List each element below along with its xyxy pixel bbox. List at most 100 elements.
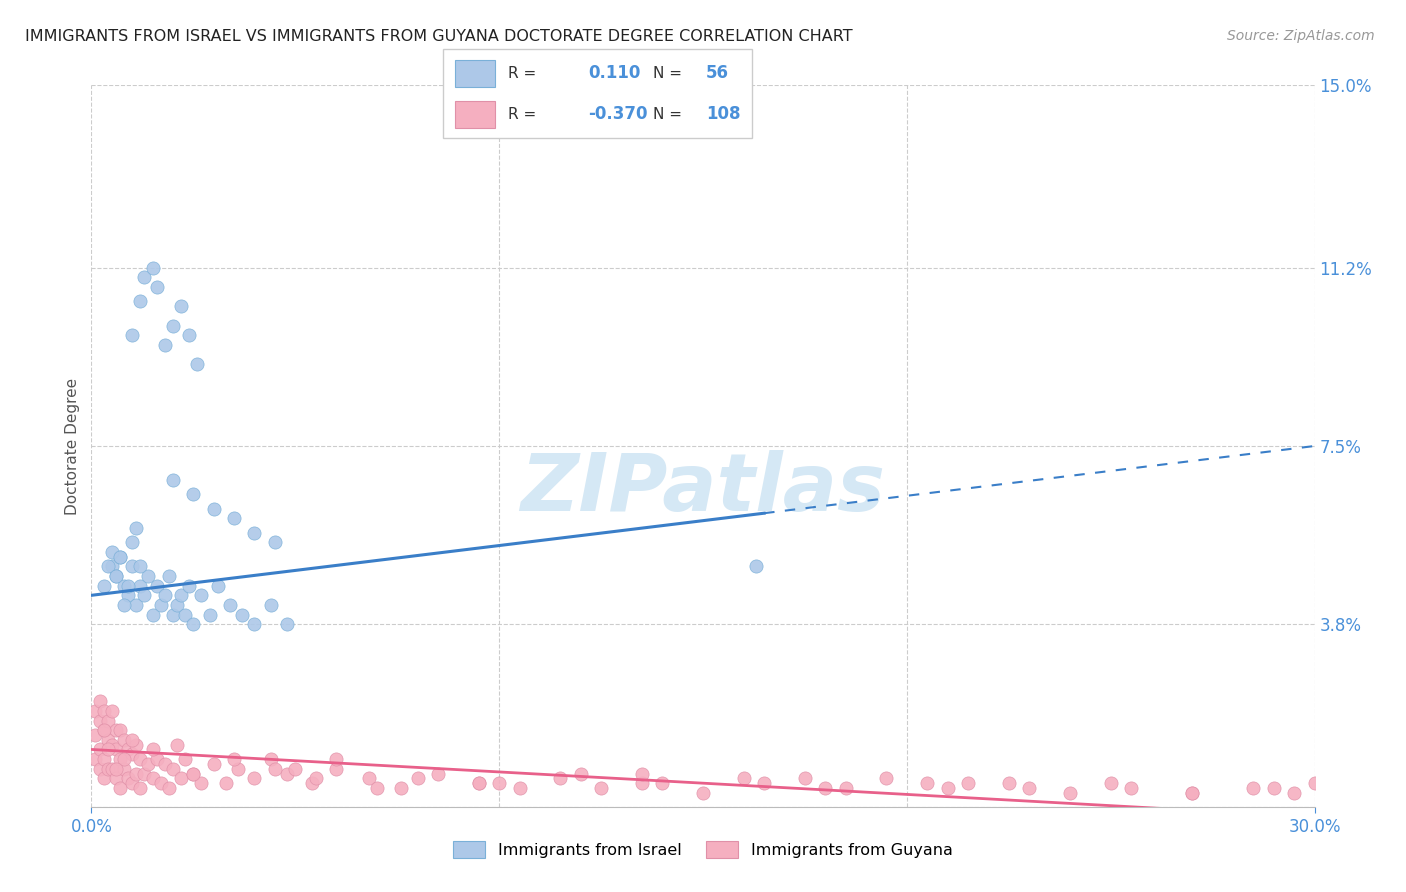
- Point: [97, 714, 120, 728]
- Point: [97, 762, 120, 776]
- Point: [1243, 780, 1265, 795]
- Point: [149, 776, 172, 790]
- Point: [170, 772, 193, 786]
- Point: [427, 766, 450, 780]
- Point: [202, 501, 225, 516]
- Point: [325, 752, 347, 766]
- Point: [149, 598, 172, 612]
- Point: [264, 762, 287, 776]
- Text: N =: N =: [654, 66, 682, 80]
- Point: [170, 588, 193, 602]
- Point: [104, 569, 127, 583]
- Point: [121, 747, 143, 762]
- Text: -0.370: -0.370: [588, 105, 648, 123]
- Point: [745, 559, 768, 574]
- Point: [162, 473, 184, 487]
- Point: [129, 559, 152, 574]
- Point: [125, 521, 148, 535]
- Point: [325, 762, 347, 776]
- Point: [166, 598, 188, 612]
- Point: [104, 569, 127, 583]
- Text: N =: N =: [654, 107, 682, 121]
- Point: [89, 742, 111, 756]
- Point: [1181, 786, 1204, 800]
- Point: [569, 766, 592, 780]
- Point: [153, 588, 176, 602]
- Point: [138, 756, 160, 771]
- FancyBboxPatch shape: [456, 60, 495, 87]
- FancyBboxPatch shape: [443, 49, 752, 138]
- Point: [467, 776, 491, 790]
- Point: [202, 756, 225, 771]
- Point: [183, 487, 205, 501]
- Point: [101, 738, 124, 752]
- Point: [174, 752, 197, 766]
- Point: [134, 766, 156, 780]
- Point: [117, 772, 139, 786]
- Point: [166, 738, 188, 752]
- Point: [108, 549, 131, 564]
- Point: [145, 752, 167, 766]
- Text: Source: ZipAtlas.com: Source: ZipAtlas.com: [1227, 29, 1375, 43]
- Point: [101, 545, 124, 559]
- Point: [97, 732, 120, 747]
- Point: [631, 776, 654, 790]
- Point: [104, 742, 127, 756]
- Point: [104, 762, 127, 776]
- Point: [141, 772, 163, 786]
- Point: [243, 525, 266, 540]
- Point: [129, 294, 152, 309]
- Point: [157, 569, 180, 583]
- Point: [1121, 780, 1143, 795]
- Point: [509, 780, 531, 795]
- Point: [117, 579, 139, 593]
- Point: [89, 694, 111, 708]
- Point: [226, 762, 249, 776]
- Point: [157, 780, 180, 795]
- Point: [183, 617, 205, 632]
- Point: [125, 738, 148, 752]
- Point: [134, 588, 156, 602]
- Point: [112, 762, 135, 776]
- Point: [93, 723, 115, 738]
- Point: [936, 780, 959, 795]
- Point: [591, 780, 613, 795]
- Point: [276, 766, 298, 780]
- Point: [112, 752, 135, 766]
- Point: [1263, 780, 1285, 795]
- Point: [84, 752, 107, 766]
- Point: [162, 318, 184, 333]
- Point: [814, 780, 837, 795]
- Point: [93, 752, 115, 766]
- Point: [134, 270, 156, 285]
- Point: [97, 559, 120, 574]
- Point: [93, 723, 115, 738]
- Point: [304, 772, 326, 786]
- Point: [875, 772, 898, 786]
- Point: [1059, 786, 1081, 800]
- Text: R =: R =: [508, 66, 536, 80]
- Point: [108, 780, 131, 795]
- Point: [101, 704, 124, 718]
- Point: [406, 772, 429, 786]
- Point: [93, 704, 115, 718]
- Point: [186, 357, 208, 371]
- Point: [93, 579, 115, 593]
- Text: IMMIGRANTS FROM ISRAEL VS IMMIGRANTS FROM GUYANA DOCTORATE DEGREE CORRELATION CH: IMMIGRANTS FROM ISRAEL VS IMMIGRANTS FRO…: [25, 29, 853, 44]
- Point: [917, 776, 939, 790]
- Point: [301, 776, 323, 790]
- Text: R =: R =: [508, 107, 536, 121]
- Point: [108, 723, 131, 738]
- Point: [125, 598, 148, 612]
- Point: [112, 579, 135, 593]
- Point: [733, 772, 755, 786]
- Point: [264, 535, 287, 549]
- Point: [89, 714, 111, 728]
- Point: [108, 752, 131, 766]
- Point: [1099, 776, 1122, 790]
- Point: [179, 579, 201, 593]
- Point: [84, 728, 107, 742]
- Point: [89, 762, 111, 776]
- Point: [141, 260, 163, 275]
- Point: [125, 766, 148, 780]
